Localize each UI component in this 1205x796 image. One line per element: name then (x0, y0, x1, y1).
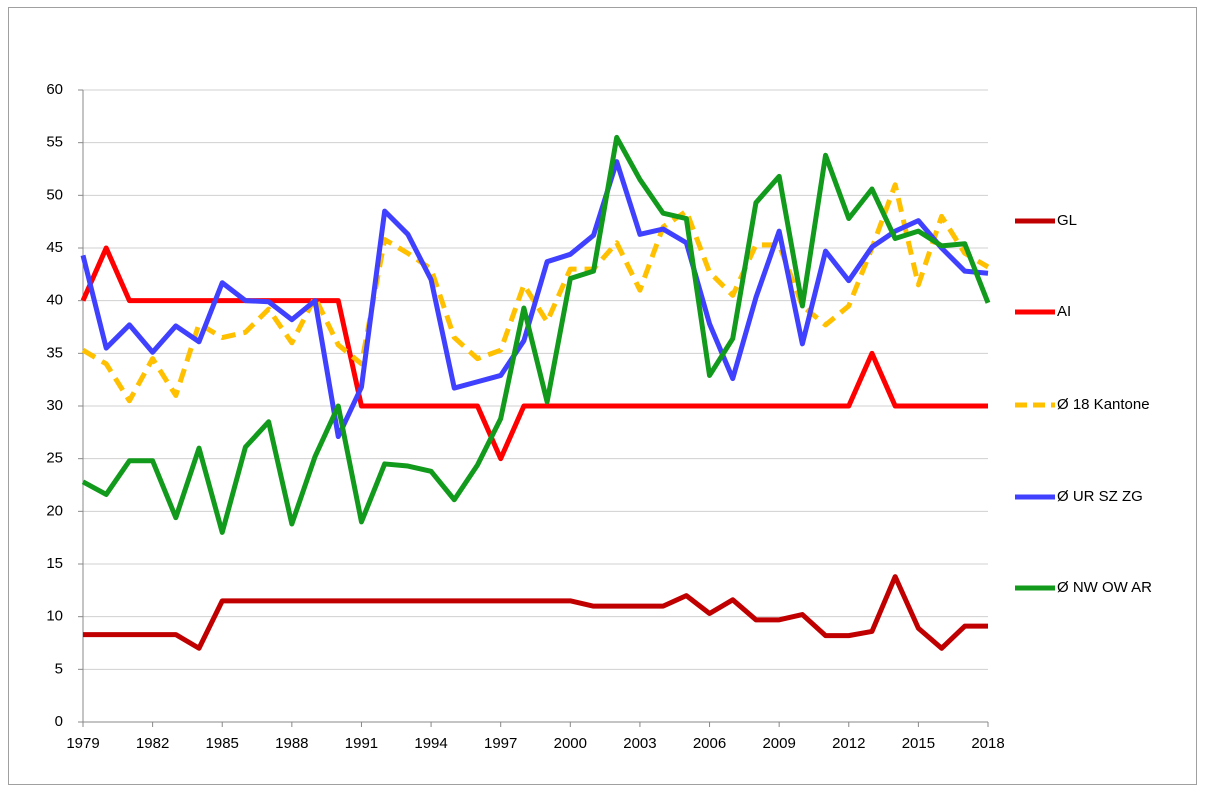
x-tick-label: 2012 (832, 735, 865, 752)
y-tick-label: 50 (46, 186, 63, 203)
y-tick-label: 40 (46, 292, 63, 309)
y-tick-label: 5 (55, 660, 63, 677)
x-tick-label: 2003 (623, 735, 656, 752)
x-tick-label: 2009 (762, 735, 795, 752)
y-tick-label: 0 (55, 713, 63, 730)
y-tick-label: 35 (46, 344, 63, 361)
legend-label: Ø UR SZ ZG (1057, 488, 1143, 505)
y-tick-label: 30 (46, 397, 63, 414)
y-tick-label: 15 (46, 555, 63, 572)
series-line (80, 245, 988, 462)
series-line (80, 159, 989, 440)
x-tick-label: 2018 (971, 735, 1004, 752)
x-tick-label: 2015 (902, 735, 935, 752)
chart-frame (8, 7, 1197, 785)
series-line (83, 574, 988, 651)
y-tick-label: 10 (46, 608, 63, 625)
legend-label: Ø NW OW AR (1057, 579, 1152, 596)
x-tick-label: 1979 (66, 735, 99, 752)
y-tick-label: 25 (46, 450, 63, 467)
x-tick-label: 2006 (693, 735, 726, 752)
series-line (81, 134, 991, 535)
series-line (81, 182, 990, 404)
y-tick-label: 20 (46, 502, 63, 519)
legend-label: GL (1057, 212, 1077, 229)
legend-label: AI (1057, 303, 1071, 320)
x-tick-label: 2000 (554, 735, 587, 752)
x-tick-label: 1997 (484, 735, 517, 752)
x-tick-label: 1991 (345, 735, 378, 752)
y-tick-label: 55 (46, 134, 63, 151)
x-tick-label: 1985 (206, 735, 239, 752)
legend-label: Ø 18 Kantone (1057, 396, 1150, 413)
x-tick-label: 1994 (414, 735, 447, 752)
x-tick-label: 1988 (275, 735, 308, 752)
y-tick-label: 45 (46, 239, 63, 256)
x-tick-label: 1982 (136, 735, 169, 752)
y-tick-label: 60 (46, 81, 63, 98)
